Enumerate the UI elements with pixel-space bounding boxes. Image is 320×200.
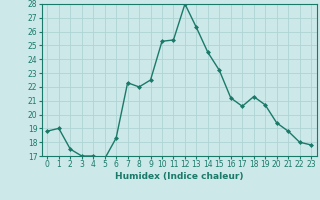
X-axis label: Humidex (Indice chaleur): Humidex (Indice chaleur) bbox=[115, 172, 244, 181]
